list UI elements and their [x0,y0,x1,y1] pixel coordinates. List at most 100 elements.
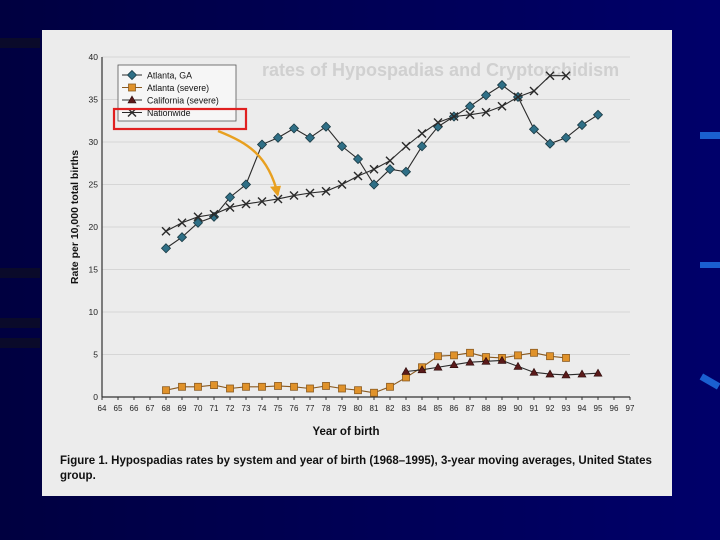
x-stroke [289,191,299,201]
data-point-atlanta-severe [210,381,218,390]
x-stroke [177,218,187,228]
x-tick-label: 83 [402,404,411,413]
y-tick-label: 35 [89,95,99,105]
x-stroke [561,71,571,81]
data-point-nationwide [417,129,427,138]
data-point-atlanta-ga [496,79,508,91]
x-stroke [529,86,539,96]
hypospadias-chart: 0 5 10 15 20 25 30 35 40 64 65 66 67 68 69 70 71 72 73 74 75… [69,52,635,438]
x-tick-label: 92 [546,404,555,413]
x-tick-label: 77 [306,404,315,413]
data-point-atlanta-ga [576,119,588,131]
data-point-atlanta-severe [178,382,186,391]
x-tick-label: 66 [130,404,139,413]
data-point-atlanta-severe [290,382,298,391]
decorative-stripe [0,318,40,328]
data-point-atlanta-severe [338,384,346,393]
data-point-nationwide [385,156,395,166]
data-point-california-severe [561,370,571,379]
x-stroke [337,180,347,189]
x-stroke [513,92,523,102]
data-point-atlanta-severe [450,351,458,360]
y-axis-title: Rate per 10,000 total births [69,150,81,284]
data-point-california-severe [449,360,459,369]
x-stroke [225,202,235,212]
legend-label-california-severe: California (severe) [147,96,219,106]
data-point-nationwide [241,199,251,209]
y-tick-label: 30 [89,137,99,147]
data-point-atlanta-severe [466,348,474,357]
decorative-accent [700,132,720,139]
data-point-nationwide [433,117,443,127]
data-point-atlanta-ga [352,153,364,165]
data-point-nationwide [289,191,299,201]
data-point-atlanta-ga [192,217,204,228]
x-stroke [241,199,251,209]
chart-legend: Atlanta, GA Atlanta (severe) California (s… [117,64,237,122]
data-point-atlanta-ga [240,179,252,190]
x-tick-label: 71 [210,404,219,413]
x-tick-label: 86 [450,404,459,413]
x-stroke [401,141,411,151]
x-tick-label: 79 [338,404,347,413]
y-tick-label: 25 [89,180,99,190]
data-point-california-severe [593,368,603,377]
data-point-atlanta-ga [160,243,172,254]
x-tick-label: 97 [626,404,635,413]
legend-marker-california-severe [127,95,137,104]
data-point-atlanta-severe [194,382,202,391]
x-stroke [497,101,507,111]
data-point-atlanta-severe [226,384,234,393]
data-point-nationwide [305,188,315,198]
figure-caption: Figure 1. Hypospadias rates by system an… [60,454,660,484]
x-tick-label: 74 [258,404,267,413]
data-point-atlanta-severe [162,386,170,395]
x-stroke [305,188,315,198]
x-tick-label: 69 [178,404,187,413]
x-tick-label: 85 [434,404,443,413]
data-point-california-severe [417,365,427,374]
data-point-california-severe [465,357,475,366]
x-stroke [465,110,475,120]
data-point-atlanta-severe [434,352,442,361]
y-tick-label: 5 [93,350,98,360]
caption-label: Figure 1. [60,455,108,467]
figure-panel: rates of Hypospadias and Cryptorchidism … [42,30,672,496]
x-tick-label: 89 [498,404,507,413]
data-point-atlanta-ga [368,179,380,190]
data-point-nationwide [497,101,507,111]
data-point-california-severe [513,361,523,370]
background-bleed-text: rates of Hypospadias and Cryptorchidism [262,60,620,80]
data-point-nationwide [513,92,523,102]
y-tick-label: 40 [89,52,99,62]
series-line-nationwide [165,75,566,232]
x-tick-label: 68 [162,404,171,413]
data-point-atlanta-ga [400,166,412,177]
data-point-nationwide [257,197,267,206]
annotation-arrow [217,129,280,195]
x-stroke [385,156,395,166]
data-point-atlanta-severe [354,386,362,395]
data-point-atlanta-severe [242,382,250,391]
data-point-california-severe [497,355,507,364]
data-point-atlanta-severe [258,382,266,391]
data-point-atlanta-ga [480,90,492,101]
x-stroke [193,212,203,222]
data-point-atlanta-severe [274,382,282,390]
data-point-atlanta-ga [416,141,428,152]
data-point-atlanta-ga [304,132,316,143]
data-point-atlanta-severe [402,373,410,382]
data-point-california-severe [529,367,539,376]
highlight-box [112,107,248,131]
x-tick-label: 87 [466,404,475,413]
data-point-atlanta-ga [336,141,348,152]
x-tick-label: 78 [322,404,331,413]
y-tick-label: 10 [89,307,99,317]
legend-label-nationwide: Nationwide [147,108,191,118]
data-point-atlanta-severe [530,348,538,357]
data-point-atlanta-ga [464,101,476,112]
data-point-nationwide [545,71,555,81]
legend-box [117,64,237,122]
data-point-atlanta-severe [370,388,378,397]
x-tick-label: 96 [610,404,619,413]
